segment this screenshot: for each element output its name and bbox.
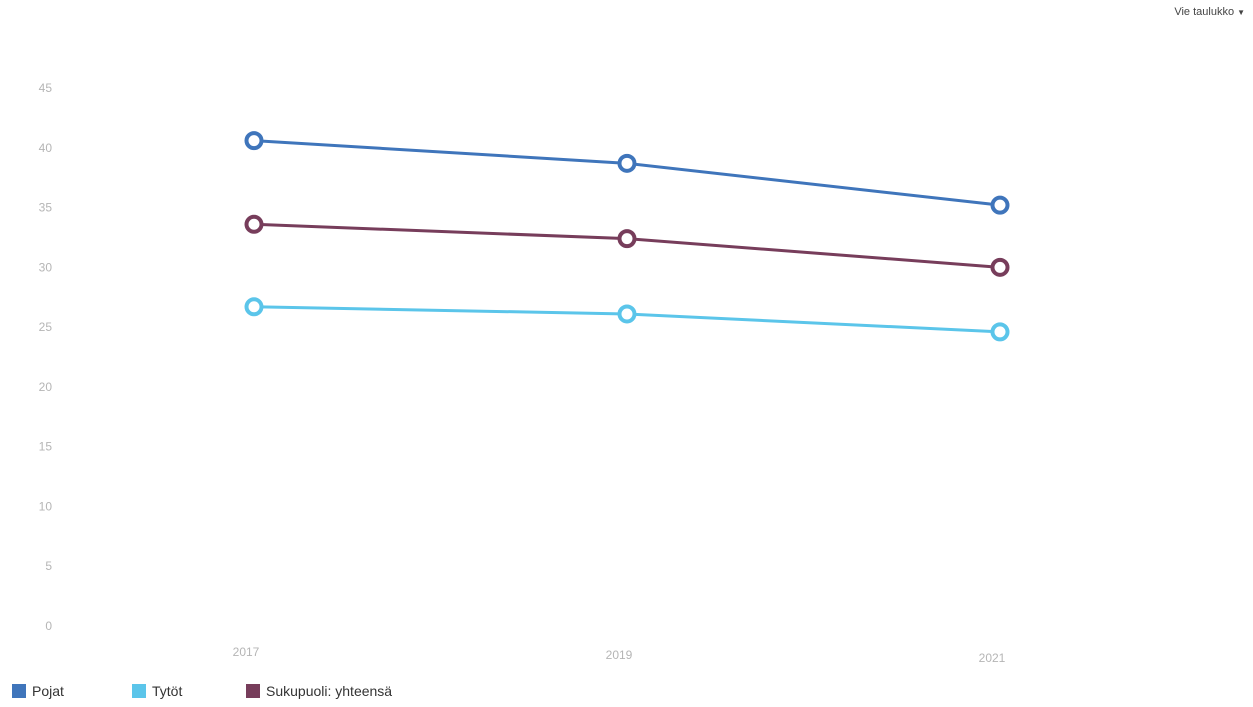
data-point-pojat — [617, 153, 637, 173]
legend-swatch-yhteensa — [246, 684, 260, 698]
data-point-tyt-t — [617, 304, 637, 324]
y-tick-label: 30 — [39, 260, 53, 274]
x-tick-label: 2021 — [979, 651, 1006, 665]
y-tick-label: 40 — [39, 141, 53, 155]
data-point-sukupuoli-yhteens — [990, 257, 1010, 277]
y-tick-label: 45 — [39, 81, 53, 95]
y-tick-label: 25 — [39, 320, 53, 334]
y-tick-label: 20 — [39, 380, 53, 394]
x-tick-label: 2017 — [233, 645, 260, 659]
legend-item-yhteensa[interactable]: Sukupuoli: yhteensä — [246, 683, 392, 699]
chart-legend: Pojat Tytöt Sukupuoli: yhteensä — [12, 683, 392, 699]
data-point-tyt-t — [990, 322, 1010, 342]
legend-swatch-pojat — [12, 684, 26, 698]
y-tick-label: 10 — [39, 499, 53, 513]
x-tick-label: 2019 — [606, 648, 633, 662]
series-line-pojat — [253, 139, 1001, 207]
data-point-sukupuoli-yhteens — [244, 214, 264, 234]
line-chart: 0 5 10 15 20 25 30 35 40 45 2017 2019 2021 — [39, 81, 1010, 665]
data-point-pojat — [244, 131, 264, 151]
y-tick-label: 0 — [45, 619, 52, 633]
y-tick-label: 5 — [45, 559, 52, 573]
export-table-label: Vie taulukko — [1174, 6, 1235, 18]
data-point-tyt-t — [244, 297, 264, 317]
legend-label-yhteensa: Sukupuoli: yhteensä — [266, 683, 393, 699]
data-point-sukupuoli-yhteens — [617, 229, 637, 249]
caret-down-icon: ▼ — [1237, 7, 1245, 17]
legend-item-tytot[interactable]: Tytöt — [132, 683, 246, 699]
legend-label-pojat: Pojat — [32, 683, 64, 699]
legend-label-tytot: Tytöt — [152, 683, 183, 699]
legend-swatch-tytot — [132, 684, 146, 698]
export-table-button[interactable]: Vie taulukko ▼ — [1174, 6, 1245, 18]
y-tick-label: 15 — [39, 440, 53, 454]
data-point-pojat — [990, 195, 1010, 215]
legend-item-pojat[interactable]: Pojat — [12, 683, 132, 699]
y-tick-label: 35 — [39, 201, 53, 215]
